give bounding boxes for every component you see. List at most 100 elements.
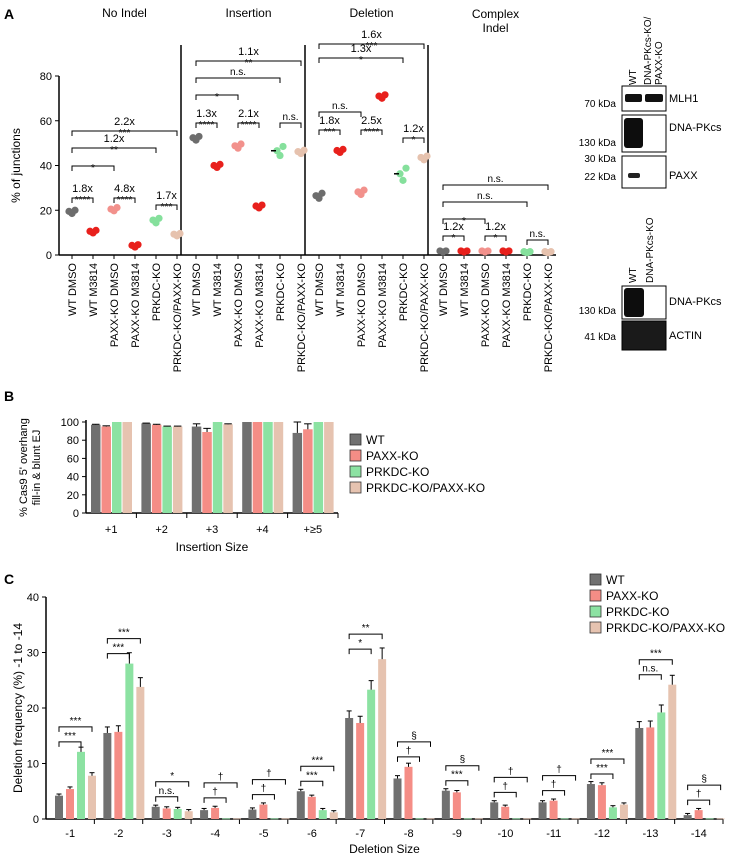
panel-c-legend-label: PAXX-KO <box>606 589 658 603</box>
panel-c-significance-label: *** <box>602 748 614 759</box>
panel-c-bar-paxx-ko <box>211 807 220 819</box>
panel-a-data-point <box>460 248 468 256</box>
panel-c-legend-label: WT <box>606 573 625 587</box>
blot1-band-dnapkcs-wt <box>624 118 643 148</box>
panel-a-significance-label: * <box>91 163 95 174</box>
panel-c-bar-prkdc-ko <box>415 818 424 820</box>
panel-a-significance-bracket <box>442 184 549 190</box>
panel-a-significance-bracket <box>279 122 302 128</box>
panel-a-significance-label: ** <box>110 145 118 156</box>
panel-c-significance-bracket <box>106 638 141 644</box>
panel-c-significance-label: ** <box>362 623 370 634</box>
blot2-protein-actin: ACTIN <box>669 330 702 342</box>
panel-c-bar-paxx-ko <box>114 731 123 819</box>
panel-c-bar-prkdc-ko <box>512 818 521 820</box>
panel-c-significance-label: *** <box>451 770 463 781</box>
blot1-band-paxx-wt <box>628 173 640 178</box>
panel-c-significance-label: *** <box>306 770 318 781</box>
panel-c-x-tick-label: -8 <box>404 828 414 840</box>
panel-c-bar-prkdc-ko-paxx-ko <box>136 686 145 819</box>
panel-c-significance-label: † <box>556 765 562 776</box>
panel-a-significance-label: n.s. <box>230 67 246 78</box>
panel-a-significance-bracket <box>318 129 341 135</box>
panel-c-significance-label: *** <box>311 755 323 766</box>
panel-a-data-point <box>399 176 407 184</box>
panel-a-significance-label: n.s. <box>529 229 545 240</box>
panel-b-bar-prkdc-ko-paxx-ko <box>324 422 334 513</box>
blot2-lane-label-wt: WT <box>628 267 639 283</box>
panel-a-y-tick-label: 60 <box>40 116 52 128</box>
panel-a-data-point <box>402 164 410 172</box>
panel-a-data-point <box>131 243 139 251</box>
panel-a-x-tick-label: PRKDC-KO/PAXX-KO <box>172 263 184 373</box>
panel-a-x-tick-label: WT M3814 <box>88 263 100 317</box>
panel-c-x-tick-label: -1 <box>65 828 75 840</box>
panel-c-significance-bracket <box>397 756 420 762</box>
panel-a-significance-label: **** <box>75 195 91 206</box>
panel-b-legend-swatch <box>349 449 362 462</box>
panel-c-significance-label: † <box>696 789 702 800</box>
panel-c-bar-prkdc-ko-paxx-ko <box>523 818 532 820</box>
panel-a-fold-change-label: 2.2x <box>114 116 135 128</box>
panel-a-significance-label: n.s. <box>282 112 298 123</box>
panel-a-data-point <box>357 190 365 199</box>
blot1-marker-70: 70 kDa <box>584 99 616 110</box>
panel-a-x-tick-label: PAXX-KO M3814 <box>254 263 266 348</box>
panel-a-significance-label: **** <box>364 127 380 138</box>
panel-a-data-point <box>378 94 386 102</box>
panel-a-significance-label: n.s. <box>332 101 348 112</box>
panel-a-y-tick-label: 40 <box>40 161 52 173</box>
panel-b-x-tick-label: +4 <box>256 524 269 536</box>
panel-c-bar-wt <box>538 802 547 819</box>
panel-c-significance-bracket <box>542 790 566 796</box>
panel-a-y-tick-label: 0 <box>46 250 52 262</box>
panel-a-x-tick-label: PAXX-KO DMSO <box>480 263 492 348</box>
panel-a-x-tick-label: WT DMSO <box>438 263 450 316</box>
panel-a-significance-label: *** <box>366 41 378 52</box>
panel-c-bar-paxx-ko <box>597 785 606 819</box>
panel-c-significance-bracket <box>590 758 625 765</box>
panel-c-y-tick-label: 30 <box>27 648 39 660</box>
panel-a-data-point <box>336 148 344 157</box>
panel-c-legend-swatch <box>589 589 602 602</box>
panel-c-significance-bracket <box>590 773 614 780</box>
panel-a-title-1: Insertion <box>225 6 271 20</box>
panel-a-title-3-line2: Indel <box>482 21 508 35</box>
panel-a-significance-bracket <box>318 43 425 49</box>
panel-c-bar-prkdc-ko <box>77 751 85 819</box>
panel-a-x-tick-label: PAXX-KO M3814 <box>130 263 142 348</box>
panel-a-data-point <box>152 219 160 227</box>
panel-a-y-label: % of junctions <box>9 128 23 203</box>
panel-b-bar-prkdc-ko-paxx-ko <box>223 424 233 513</box>
panel-a-x-tick-label: WT M3814 <box>212 263 224 317</box>
panel-a-x-tick-label: PRKDC-KO/PAXX-KO <box>296 263 308 373</box>
panel-c-x-tick-label: -2 <box>114 828 124 840</box>
panel-a-data-point <box>89 229 97 237</box>
panel-b-y-tick-label: 20 <box>67 490 79 502</box>
panel-a-y-tick-label: 20 <box>40 205 52 217</box>
panel-a-significance-label: *** <box>324 127 336 138</box>
panel-b-y-tick-label: 0 <box>73 508 79 520</box>
panel-c-bar-wt <box>490 802 499 819</box>
panel-c-bar-prkdc-ko <box>608 807 617 819</box>
blot1-marker-130: 130 kDa <box>579 138 617 149</box>
panel-a-data-point <box>297 149 305 158</box>
panel-a-data-point <box>315 194 323 202</box>
panel-c-significance-label: *** <box>113 643 125 654</box>
panel-c-significance-label: *** <box>118 628 130 639</box>
panel-a-x-tick-label: PAXX-KO DMSO <box>356 263 368 348</box>
panel-label-c: C <box>4 571 14 587</box>
panel-c-bar-prkdc-ko-paxx-ko <box>329 812 338 819</box>
blot1-band-mlh1-dko <box>645 94 663 102</box>
panel-a-significance-bracket <box>71 197 94 203</box>
panel-c-significance-bracket <box>348 633 383 640</box>
panel-c-significance-label: † <box>266 769 272 780</box>
panel-a-x-tick-label: PRKDC-KO <box>275 263 287 322</box>
western-blot-2: WT DNA-PKcs-KO 130 kDa 41 kDa DNA-PKcs A… <box>579 217 722 351</box>
panel-a-significance-bracket <box>360 129 383 135</box>
panel-c-significance-bracket <box>251 794 275 800</box>
panel-a-data-point <box>255 204 263 212</box>
panel-a-x-tick-label: PRKDC-KO/PAXX-KO <box>543 263 555 373</box>
panel-c-significance-label: *** <box>596 763 608 774</box>
panel-b-chart: 0 20 40 60 80 100 % Cas9 5' overhang fill-in & … <box>18 417 485 554</box>
